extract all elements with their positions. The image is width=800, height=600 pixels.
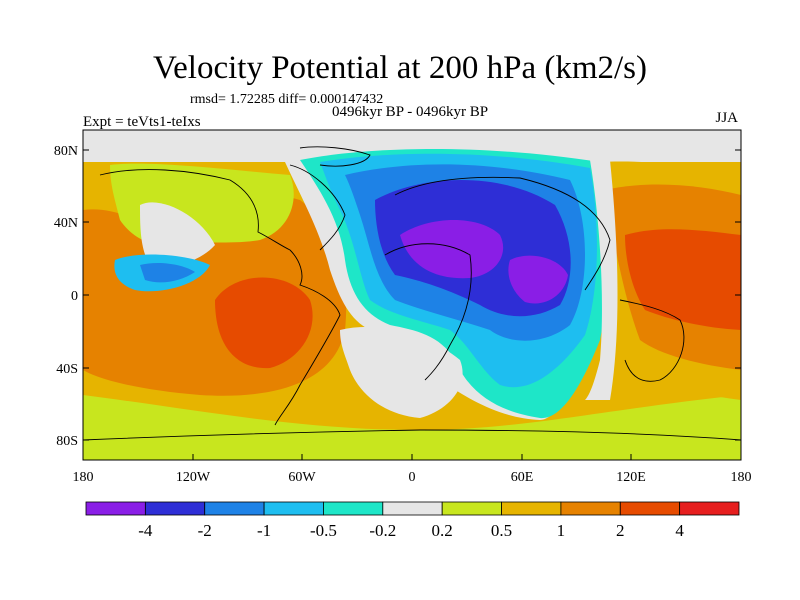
- lon-label-120w: 120W: [176, 470, 211, 485]
- colorbar-swatch: [144, 501, 206, 516]
- lon-label-180e: 180: [731, 470, 752, 485]
- colorbar-label: 2: [616, 521, 625, 540]
- colorbar: -4 -2 -1 -0.5 -0.2 0.2 0.5 1 2 4: [85, 501, 740, 540]
- period-label: 0496kyr BP - 0496kyr BP: [331, 104, 489, 120]
- field-pacific-blue: [140, 262, 195, 283]
- lat-label-0: 0: [71, 289, 78, 304]
- field-violet-core-2: [508, 255, 568, 304]
- lon-label-0: 0: [409, 470, 416, 485]
- colorbar-swatch: [85, 501, 146, 516]
- field-pacific-gray: [140, 202, 215, 267]
- colorbar-label: -0.5: [310, 521, 337, 540]
- coast-americas-west: [99, 169, 341, 426]
- coast-greenland: [299, 146, 371, 167]
- colorbar-label: -4: [138, 521, 153, 540]
- lon-label-120e: 120E: [616, 470, 646, 485]
- colorbar-label: 0.5: [491, 521, 512, 540]
- field-americas-red: [215, 277, 313, 369]
- field-wpacific-red: [625, 229, 741, 330]
- colorbar-swatch: [679, 501, 740, 516]
- colorbar-label: 0.2: [432, 521, 453, 540]
- colorbar-label: -1: [257, 521, 271, 540]
- colorbar-swatch: [560, 501, 621, 516]
- field-violet-core-1: [400, 220, 504, 279]
- colorbar-label: 1: [557, 521, 566, 540]
- coast-americas-east: [289, 164, 346, 251]
- colorbar-swatch: [323, 501, 384, 516]
- field-south-band: [83, 395, 741, 460]
- lat-label-80n: 80N: [54, 144, 78, 159]
- lon-label-60e: 60E: [511, 470, 534, 485]
- colorbar-swatch: [382, 501, 443, 516]
- colorbar-swatch: [501, 501, 562, 516]
- colorbar-swatch: [619, 501, 681, 516]
- coast-africa: [384, 243, 472, 381]
- colorbar-swatch: [204, 501, 265, 516]
- lon-label-180w: 180: [73, 470, 94, 485]
- coast-antarctica: [83, 429, 741, 441]
- lat-label-80s: 80S: [56, 434, 78, 449]
- coast-eurasia: [394, 176, 611, 291]
- field-wpacific-gray-edge: [585, 160, 618, 400]
- field-satlantic-gray: [340, 326, 463, 418]
- colorbar-swatch: [441, 501, 502, 516]
- colorbar-label: -2: [198, 521, 212, 540]
- coastlines: [83, 146, 741, 441]
- colorbar-label: 4: [675, 521, 684, 540]
- lon-label-60w: 60W: [288, 470, 316, 485]
- lon-axis: 180 120W 60W 0 60E 120E 180: [73, 454, 752, 485]
- season-label: JJA: [715, 110, 738, 126]
- lat-label-40s: 40S: [56, 362, 78, 377]
- stats-line: rmsd= 1.72285 diff= 0.000147432: [190, 92, 384, 107]
- experiment-label: Expt = teVts1-teIxs: [83, 114, 201, 130]
- colorbar-label: -0.2: [369, 521, 396, 540]
- colorbar-swatch: [263, 501, 324, 516]
- plot-title: Velocity Potential at 200 hPa (km2/s): [152, 50, 648, 86]
- coast-australia: [619, 299, 685, 382]
- lat-axis: 80N 40N 0 40S 80S: [54, 144, 741, 449]
- contour-field: [83, 130, 741, 460]
- lat-label-40n: 40N: [54, 216, 78, 231]
